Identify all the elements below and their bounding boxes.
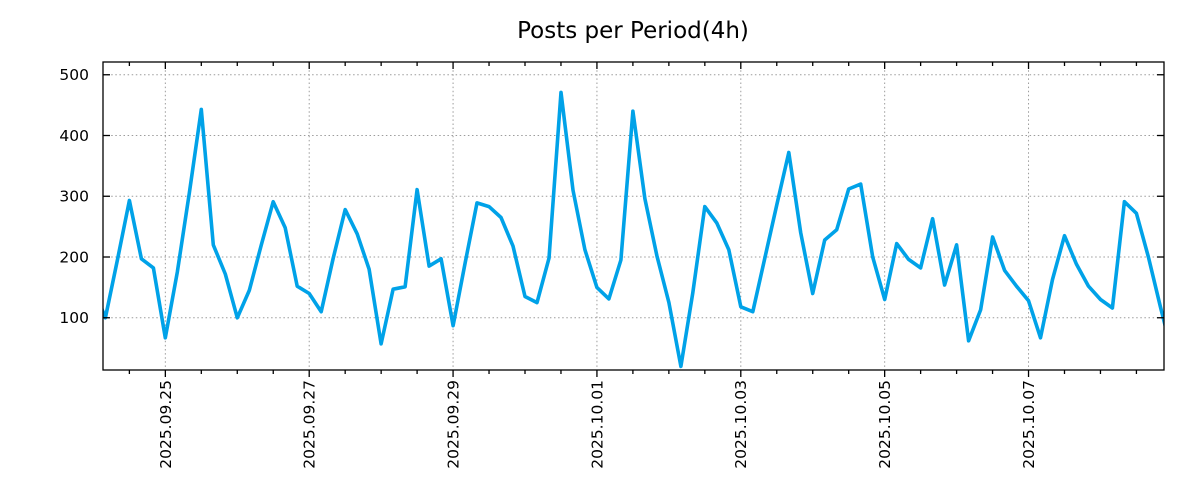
tick-labels: 100 200 300 400 500 2025.09.25 2025.09.27 2025.… [59,66,1038,469]
gridlines [103,62,1164,370]
series-group [103,90,1164,369]
x-tick-label: 2025.09.25 [157,380,175,469]
y-tick-label-500: 500 [59,66,89,84]
chart-title: Posts per Period(4h) [517,18,749,44]
axes-ticks [102,61,1165,377]
x-tick-label: 2025.09.27 [301,380,319,469]
x-tick-label: 2025.10.05 [876,380,894,469]
plot-frame [102,61,1165,371]
y-tick-label-100: 100 [59,309,89,327]
y-tick-label-300: 300 [59,188,89,206]
series-line-posts-per-4h [103,90,1164,369]
x-tick-label: 2025.10.07 [1020,380,1038,469]
x-tick-label: 2025.10.01 [588,380,606,469]
x-tick-label: 2025.10.03 [732,380,750,469]
y-tick-label-200: 200 [59,248,89,266]
y-tick-label-400: 400 [59,127,89,145]
x-tick-label: 2025.09.29 [444,380,462,469]
